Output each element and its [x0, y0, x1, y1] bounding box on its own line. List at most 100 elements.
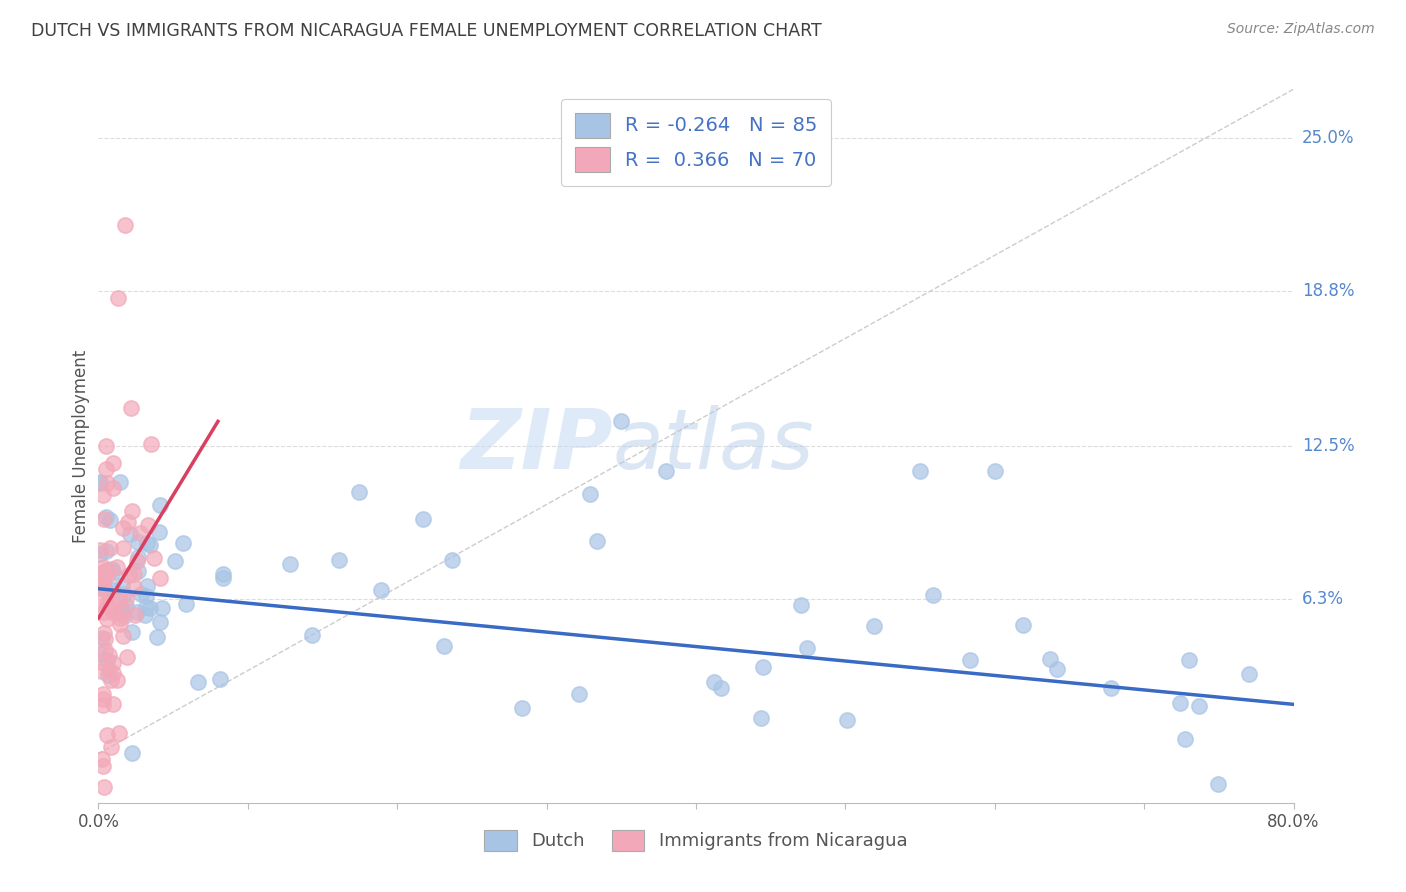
Point — [122, 580, 145, 594]
Point — [91, 560, 114, 574]
Point — [112, 608, 135, 623]
Point — [93, 780, 115, 795]
Point — [101, 697, 124, 711]
Point — [108, 726, 131, 740]
Point — [610, 414, 633, 428]
Point — [139, 600, 162, 615]
Point — [433, 640, 456, 654]
Point — [121, 746, 143, 760]
Point — [105, 559, 128, 574]
Point — [124, 566, 146, 581]
Point — [908, 464, 931, 478]
Point — [108, 591, 131, 605]
Point — [90, 655, 112, 669]
Point — [96, 563, 118, 577]
Point — [655, 464, 678, 478]
Point — [139, 436, 162, 450]
Point — [111, 541, 134, 555]
Point — [136, 578, 159, 592]
Point — [111, 602, 134, 616]
Point — [111, 606, 134, 620]
Point — [100, 673, 122, 687]
Point — [984, 464, 1007, 478]
Text: atlas: atlas — [613, 406, 814, 486]
Point — [110, 616, 132, 631]
Point — [174, 597, 197, 611]
Point — [751, 660, 773, 674]
Point — [149, 498, 172, 512]
Point — [103, 666, 125, 681]
Point — [796, 640, 818, 655]
Point — [134, 607, 156, 622]
Point — [136, 536, 159, 550]
Legend: Dutch, Immigrants from Nicaragua: Dutch, Immigrants from Nicaragua — [477, 822, 915, 858]
Point — [98, 541, 121, 555]
Point — [959, 653, 981, 667]
Point — [89, 547, 111, 561]
Point — [93, 574, 115, 589]
Point — [91, 758, 114, 772]
Point — [112, 629, 135, 643]
Point — [129, 587, 152, 601]
Text: 6.3%: 6.3% — [1302, 590, 1344, 607]
Point — [97, 668, 120, 682]
Point — [186, 675, 208, 690]
Point — [100, 562, 122, 576]
Point — [146, 630, 169, 644]
Point — [108, 475, 131, 490]
Point — [121, 401, 143, 416]
Point — [212, 571, 235, 585]
Point — [90, 664, 112, 678]
Point — [110, 603, 132, 617]
Point — [118, 527, 141, 541]
Point — [94, 510, 117, 524]
Point — [922, 588, 945, 602]
Point — [91, 687, 114, 701]
Point — [100, 739, 122, 754]
Y-axis label: Female Unemployment: Female Unemployment — [72, 350, 90, 542]
Point — [278, 557, 301, 571]
Point — [89, 647, 111, 661]
Point — [107, 291, 129, 305]
Point — [127, 550, 149, 565]
Point — [835, 713, 858, 727]
Point — [93, 626, 115, 640]
Point — [89, 475, 111, 490]
Point — [100, 596, 122, 610]
Point — [1174, 731, 1197, 746]
Point — [94, 439, 117, 453]
Point — [115, 592, 138, 607]
Point — [208, 672, 231, 686]
Point — [1168, 696, 1191, 710]
Point — [103, 456, 125, 470]
Point — [510, 701, 533, 715]
Point — [863, 618, 886, 632]
Point — [94, 461, 117, 475]
Point — [97, 567, 120, 582]
Point — [89, 580, 111, 594]
Point — [127, 534, 149, 549]
Point — [165, 554, 187, 568]
Point — [91, 692, 114, 706]
Point — [125, 606, 148, 620]
Point — [149, 571, 172, 585]
Point — [586, 533, 609, 548]
Point — [114, 218, 136, 232]
Point — [96, 596, 118, 610]
Point — [301, 628, 323, 642]
Text: DUTCH VS IMMIGRANTS FROM NICARAGUA FEMALE UNEMPLOYMENT CORRELATION CHART: DUTCH VS IMMIGRANTS FROM NICARAGUA FEMAL… — [31, 22, 821, 40]
Point — [90, 566, 112, 581]
Point — [347, 484, 370, 499]
Point — [412, 512, 434, 526]
Point — [94, 581, 117, 595]
Point — [111, 521, 134, 535]
Point — [115, 599, 138, 613]
Point — [89, 475, 111, 489]
Point — [124, 608, 146, 623]
Point — [97, 648, 120, 662]
Text: ZIP: ZIP — [460, 406, 613, 486]
Point — [150, 601, 173, 615]
Point — [172, 536, 194, 550]
Point — [115, 649, 138, 664]
Point — [749, 711, 772, 725]
